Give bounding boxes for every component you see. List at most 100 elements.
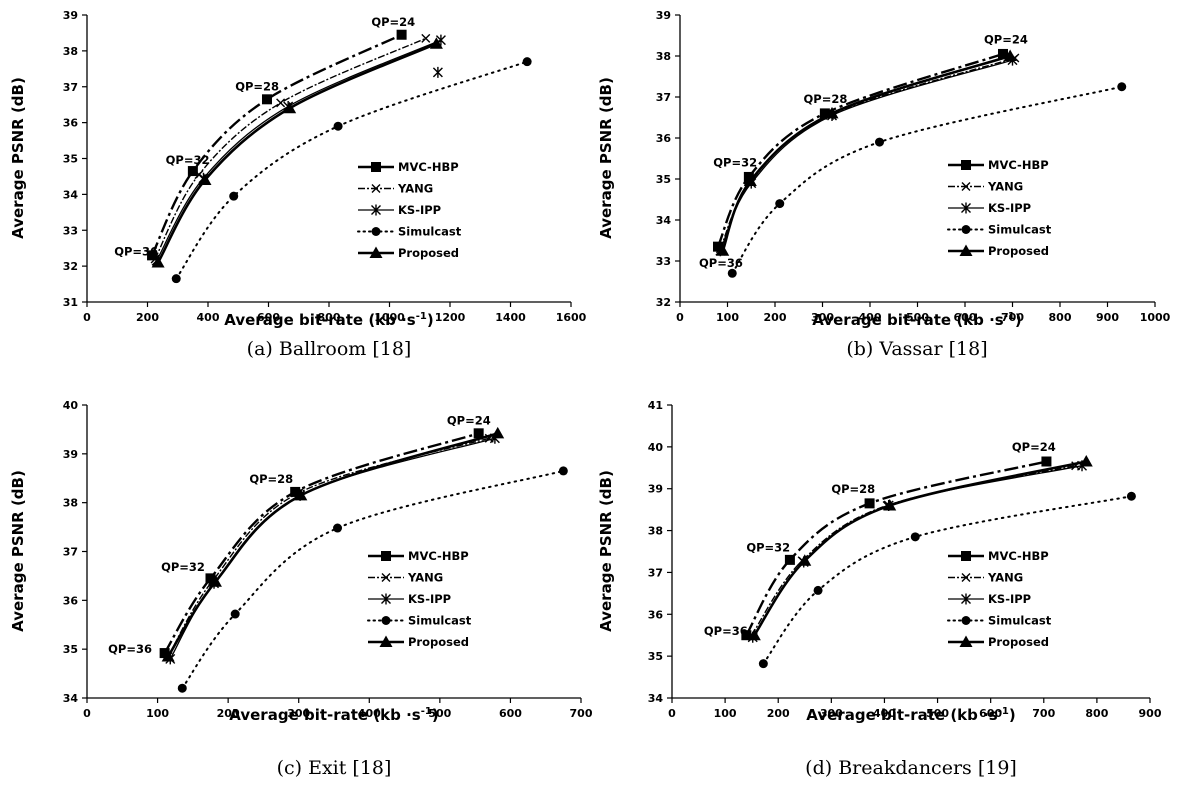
x-tick-label: 200 [217,707,240,720]
y-tick-label: 37 [63,546,78,559]
legend-marker [961,202,971,214]
y-tick-label: 36 [656,132,672,145]
data-point-proposed [1003,49,1017,61]
series-simulcast [727,82,1127,278]
legend-label: KS-IPP [398,203,441,217]
y-tick-label: 38 [63,45,78,58]
series-line-ks-ipp [719,59,1013,252]
data-point-proposed [883,498,897,511]
x-tick-label: 400 [197,311,220,324]
series-mvc-hbp [147,29,407,261]
legend-item-yang: YANG [358,182,433,196]
data-point-simulcast [230,609,240,619]
legend: MVC-HBP YANG KS-IPP Simulcast Proposed [357,160,462,260]
data-point-mvc-hbp [261,94,272,105]
legend-label: YANG [987,571,1023,585]
data-point-proposed [798,554,812,566]
series-simulcast [177,466,568,693]
data-point-proposed [743,174,757,187]
legend-marker [369,246,383,258]
legend-item-yang: YANG [948,180,1023,194]
x-tick-label: 0 [668,707,676,720]
data-point-proposed [825,106,839,119]
legend-label: Simulcast [988,223,1052,237]
qp-annotation: QP=24 [1012,440,1056,454]
series-line-mvc-hbp [163,432,480,654]
legend-marker [961,593,971,605]
series-proposed [716,49,1017,256]
qp-annotation: QP=28 [235,79,279,93]
x-axis-title: Average bit-rate (kb ·s-1) [806,706,1015,724]
y-tick-label: 32 [63,260,78,273]
legend-item-simulcast: Simulcast [367,614,472,628]
x-tick-label: 300 [820,707,843,720]
legend-label: YANG [397,182,433,196]
y-tick-label: 37 [656,91,671,104]
data-point-simulcast [727,268,737,278]
legend-label: MVC-HBP [398,160,459,174]
y-tick-label: 35 [63,153,78,166]
data-point-proposed [283,101,297,114]
x-tick-label: 200 [136,311,159,324]
series-line-proposed [721,54,1011,252]
legend-marker [371,184,381,193]
x-tick-label: 600 [499,707,522,720]
data-point-yang [276,98,286,108]
x-tick-label: 0 [83,311,91,324]
x-tick-label: 0 [83,707,91,720]
data-point-simulcast [1117,82,1127,92]
x-tick-label: 300 [811,311,834,324]
x-tick-label: 600 [954,311,977,324]
x-axis-title: Average bit-rate (kb ·s-1) [224,311,433,329]
x-tick-label: 900 [1096,311,1119,324]
x-tick-label: 1000 [374,311,405,324]
legend-label: MVC-HBP [988,158,1049,172]
legend-label: KS-IPP [988,592,1031,606]
data-point-simulcast [758,659,768,669]
series-simulcast [758,491,1136,669]
x-tick-label: 1000 [1140,311,1171,324]
chart-panel-2: 32 33 34 35 36 37 38 39 0 100 200 300 400 500 600 700 80… [597,9,1171,360]
legend-item-proposed: Proposed [358,246,459,260]
data-point-simulcast [775,199,785,209]
legend-marker [381,551,391,561]
y-tick-label: 36 [63,117,79,130]
data-point-mvc-hbp [864,498,875,509]
legend-label: Proposed [988,635,1049,649]
data-point-simulcast [1126,491,1136,501]
legend-item-yang: YANG [368,571,443,585]
chart-panel-4: 34 35 36 37 38 39 40 41 0 100 200 300 400 500 600 700 80… [597,399,1162,779]
legend-marker [961,551,971,561]
x-tick-label: 800 [1085,707,1108,720]
legend-item-mvc-hbp: MVC-HBP [368,549,469,563]
x-tick-label: 700 [570,707,593,720]
legend-item-mvc-hbp: MVC-HBP [948,549,1049,563]
legend: MVC-HBP YANG KS-IPP Simulcast Proposed [367,549,472,649]
series-line-simulcast [731,85,1123,275]
y-tick-label: 41 [648,399,663,412]
y-tick-label: 32 [656,296,671,309]
legend-marker [961,573,971,582]
data-point-simulcast [910,532,920,542]
x-tick-label: 0 [676,311,684,324]
qp-annotation: QP=36 [114,244,158,258]
legend-marker [381,573,391,582]
data-point-ks-ipp [432,66,443,78]
y-axis-title: Average PSNR (dB) [597,470,615,632]
series-line-yang [719,57,1016,249]
qp-annotation: QP=32 [713,156,757,170]
legend-item-proposed: Proposed [368,635,469,649]
x-tick-label: 400 [859,311,882,324]
figure-caption: (d) Breakdancers [19] [805,757,1017,779]
y-tick-label: 36 [63,594,79,607]
y-tick-label: 37 [63,81,78,94]
y-tick-label: 38 [63,497,78,510]
legend-marker [961,160,971,170]
data-point-mvc-hbp [187,166,198,177]
series-line-yang [154,37,427,260]
data-point-proposed [429,37,443,49]
data-point-simulcast [171,274,181,284]
data-point-simulcast [333,121,343,131]
